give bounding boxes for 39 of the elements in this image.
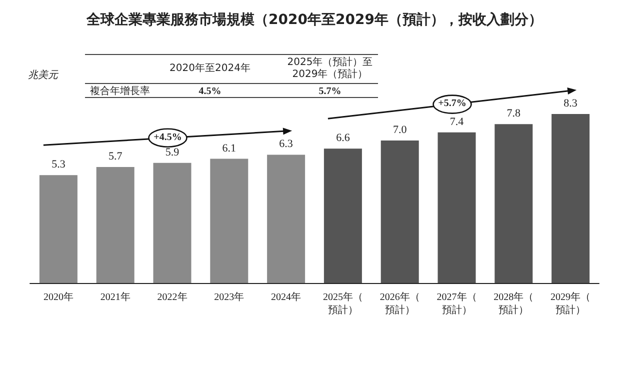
x-tick-label: 2029年（預計） bbox=[550, 291, 591, 316]
x-tick-label: 2023年 bbox=[214, 291, 244, 303]
x-tick-label: 2024年 bbox=[271, 291, 302, 303]
x-tick-label: 2028年（預計） bbox=[494, 291, 534, 316]
text: 複合年增長率 bbox=[90, 86, 150, 98]
bar bbox=[324, 148, 362, 283]
bar bbox=[96, 166, 134, 283]
data-label: 5.9 bbox=[165, 146, 180, 158]
chart-title: 全球企業專業服務市場規模（2020年至2029年（預計），按收入劃分） bbox=[86, 11, 542, 28]
text: 2020年至2024年 bbox=[168, 63, 252, 75]
data-label: 5.3 bbox=[52, 158, 66, 171]
text: 4.5% bbox=[198, 86, 222, 98]
x-tick-label: 2020年 bbox=[43, 291, 74, 303]
data-label: 7.0 bbox=[392, 124, 408, 136]
data-label: 6.1 bbox=[222, 142, 236, 154]
annotation: +4.5% bbox=[152, 132, 183, 144]
text: 5.7% bbox=[318, 86, 342, 98]
bar bbox=[39, 175, 78, 283]
bar bbox=[438, 132, 476, 283]
text: +5.7% bbox=[437, 98, 468, 110]
x-tick-label: 2021年 bbox=[100, 291, 130, 303]
data-label: 6.6 bbox=[336, 132, 350, 144]
x-tick-label: 2025年（預計） bbox=[322, 291, 363, 316]
x-tick-label: 2027年（預計） bbox=[436, 291, 477, 316]
bar bbox=[552, 114, 590, 283]
data-label: 7.8 bbox=[506, 108, 522, 120]
data-label: 5.7 bbox=[108, 150, 123, 162]
data-label: 6.3 bbox=[279, 138, 294, 150]
bar bbox=[267, 154, 306, 283]
data-label: 8.3 bbox=[564, 98, 578, 110]
bar bbox=[153, 162, 192, 283]
x-tick-label: 2026年（預計） bbox=[380, 291, 420, 316]
bar bbox=[210, 158, 248, 283]
y-axis-title: 兆美元 bbox=[28, 70, 58, 82]
bar bbox=[494, 124, 533, 283]
data-label: 7.4 bbox=[450, 116, 464, 128]
bar bbox=[380, 140, 419, 283]
x-tick-label: 2022年 bbox=[157, 291, 188, 303]
text: 2025年（預計）至2029年（預計） bbox=[286, 57, 374, 81]
